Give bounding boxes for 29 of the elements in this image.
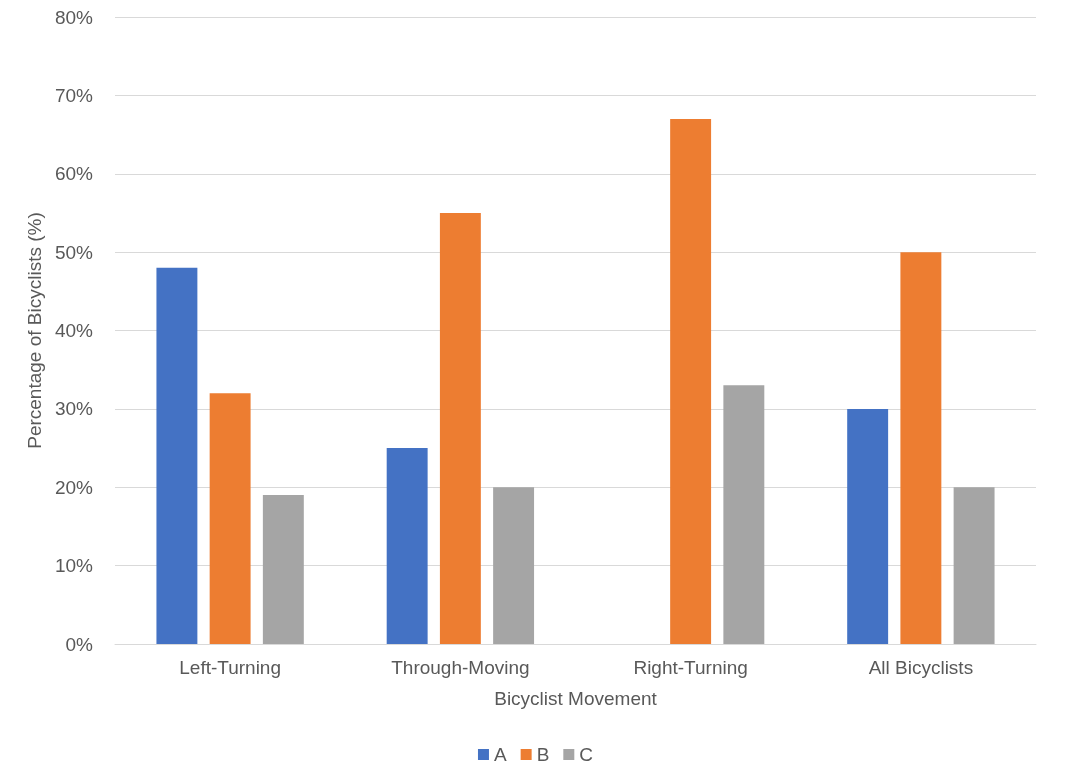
y-tick-label: 60% xyxy=(54,163,94,185)
bar xyxy=(386,448,428,644)
y-tick-label: 70% xyxy=(54,84,94,106)
bar xyxy=(670,118,712,644)
y-tick-label: 20% xyxy=(54,476,94,498)
y-tick-label: 80% xyxy=(54,6,94,28)
x-tick-label: All Bicyclists xyxy=(868,657,974,678)
x-axis-title: Bicyclist Movement xyxy=(494,688,658,709)
y-tick-label: 0% xyxy=(65,633,94,655)
x-tick-label: Right-Turning xyxy=(633,657,748,678)
bar xyxy=(209,393,251,644)
bar xyxy=(262,495,304,644)
y-tick-label: 50% xyxy=(54,241,94,263)
legend-label: B xyxy=(536,744,550,765)
bar xyxy=(900,252,942,644)
bar xyxy=(723,385,765,644)
y-tick-label: 40% xyxy=(54,320,94,341)
x-tick-label: Left-Turning xyxy=(179,657,281,678)
legend-label: C xyxy=(579,744,594,765)
bar xyxy=(156,267,198,644)
legend-label: A xyxy=(493,744,507,765)
y-tick-label: 10% xyxy=(54,555,94,577)
y-tick-label: 30% xyxy=(54,398,94,420)
bar xyxy=(847,408,889,644)
bar xyxy=(439,212,481,644)
y-axis-title: Percentage of Bicyclists (%) xyxy=(24,212,46,449)
x-tick-label: Through-Moving xyxy=(391,657,530,678)
bar xyxy=(953,487,995,644)
bar xyxy=(493,487,535,644)
